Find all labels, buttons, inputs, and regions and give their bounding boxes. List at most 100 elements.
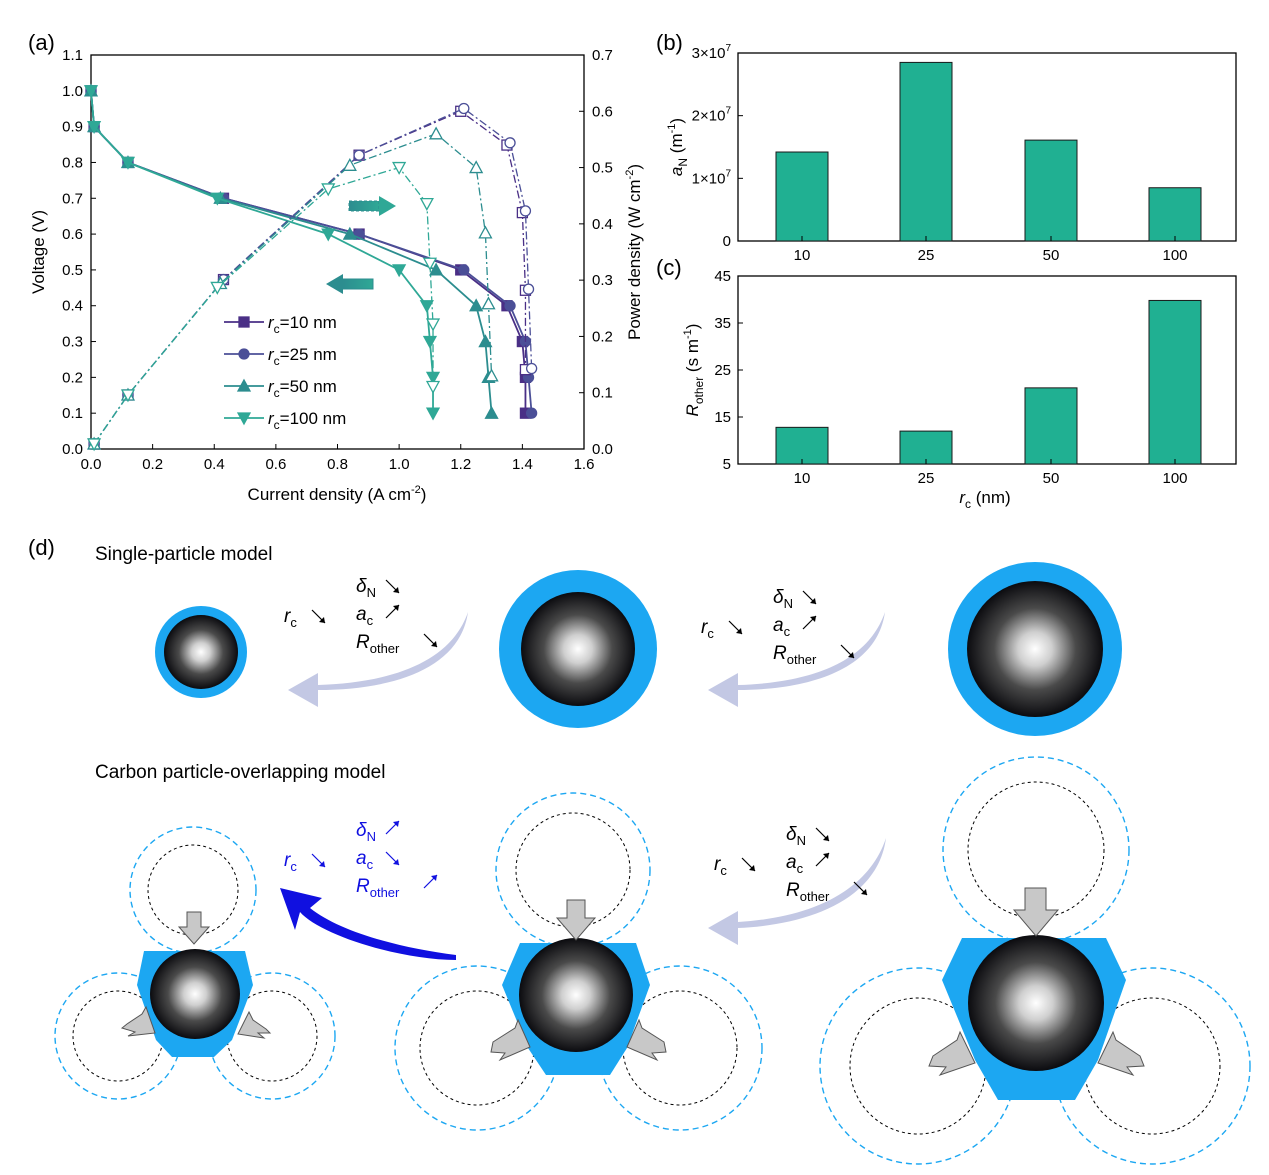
x-tick-label: 1.2 [450,456,471,473]
arrow-head [393,605,399,611]
data-point [342,226,357,240]
y2-tick-label: 0.2 [592,328,613,345]
arrow-head [749,865,755,871]
single-particle-title: Single-particle model [95,544,272,565]
legend-marker [238,316,250,328]
data-point [504,137,516,149]
legend-label: rc=50 nm [268,377,337,400]
legend-label: rc=10 nm [268,313,337,336]
x-tick-label: 0.4 [204,456,225,473]
y-tick-label: 0.4 [62,298,83,315]
x-tick-label: 25 [918,470,935,487]
overlap-cluster-large [819,756,1251,1165]
legend-marker [238,348,250,360]
data-point [425,407,441,421]
y-tick-label: 0.8 [62,154,83,171]
power-axis-arrow [348,196,396,216]
series-power-3 [86,161,441,452]
arrow-head [823,835,829,841]
series-line [90,90,527,414]
bar [1024,139,1078,242]
panel-b-bars [775,61,1202,242]
curved-arrow-overlap-light [708,838,886,945]
y-tick-label: 25 [714,362,731,379]
panel-d-label: (d) [28,535,55,560]
annotation-symbol: ac [356,848,374,872]
series-line [90,90,434,414]
arrow-head [823,853,829,859]
annotation-symbol: δN [356,820,376,844]
arrow-head [431,641,437,647]
bar [1024,387,1078,465]
x-tick-label: 1.4 [512,456,533,473]
y-tick-label: 0.2 [62,369,83,386]
data-point [321,183,336,197]
annotation-symbol: ac [773,615,791,639]
panel-b-ticks: 10 25 50 100 0 1×107 2×107 3×107 [692,43,1188,264]
panel-a-y2label: Power density (W cm-2) [624,164,644,340]
arrow-head [736,628,742,634]
data-point [504,300,516,312]
panel-a-ylabel: Voltage (V) [29,210,48,294]
series-line [93,133,493,445]
x-tick-label: 1.0 [389,456,410,473]
data-point [481,296,496,310]
panel-b-ylabel: aN (m-1) [666,118,690,176]
legend-label: rc=25 nm [268,345,337,368]
panel-a-frame [90,54,585,450]
panel-a-xlabel: Current density (A cm-2) [248,484,427,504]
y-tick-label: 0.6 [62,226,83,243]
y2-tick-label: 0.6 [592,103,613,120]
panel-c-xlabel: rc (nm) [959,488,1010,511]
data-point [478,225,493,239]
y-tick-label: 0.9 [62,119,83,136]
single-particle-large [948,562,1122,736]
data-point [342,157,357,171]
annotation-symbol: rc [284,850,297,874]
overlap-model-title: Carbon particle-overlapping model [95,762,385,783]
data-point [422,257,438,271]
y-tick-label: 0 [723,233,731,250]
y-tick-label: 35 [714,315,731,332]
y-tick-label: 1.1 [62,47,83,64]
y-tick-label: 2×107 [692,106,732,125]
data-point [525,362,538,375]
annotation-symbol: δN [356,576,376,600]
data-point [525,407,538,419]
data-point [478,334,493,348]
y2-tick-label: 0.5 [592,160,613,177]
panel-b-bar-chart: (b) 10 25 50 100 0 1×107 2×107 3×107 aN (m-1) [656,30,1237,264]
data-point [120,389,136,403]
panel-d-annotations: δN ac Rother rc δN ac Rother rc δN ac Rother rc δN ac… [284,576,868,904]
legend-label: rc=100 nm [268,409,346,432]
arrow-head [848,652,854,658]
x-tick-label: 10 [794,470,811,487]
panel-c-ylabel: Rother (s m-1) [682,324,706,417]
x-tick-label: 10 [794,247,811,264]
y2-tick-label: 0.4 [592,216,613,233]
x-tick-label: 0.0 [81,456,102,473]
data-point [86,120,102,134]
arrow-head [319,861,325,867]
panel-d-schematic: (d) Single-particle model Carbon particl… [28,535,1251,1165]
arrow-head [393,859,399,865]
data-point [469,160,484,174]
series-voltage-3 [83,85,441,421]
curved-arrow-overlap-blue [280,888,456,960]
y-tick-label: 1.0 [62,83,83,100]
panel-c-bars [775,299,1202,465]
data-point [458,102,470,115]
data-point [484,405,499,419]
arrow-head [393,587,399,593]
y-tick-label: 0.0 [62,441,83,458]
series-power-2 [86,126,499,450]
annotation-symbol: rc [284,606,297,630]
panel-a-ticks: 0.0 0.2 0.4 0.6 0.8 1.0 1.2 1.4 1.60.00.10.20.30… [62,47,613,473]
panel-c-ticks: 10 25 50 100 5 15 25 35 45 [714,268,1187,487]
curved-arrow-single-1 [288,612,468,707]
y-tick-label: 45 [714,268,731,285]
bar [899,61,953,242]
overlap-cluster-medium [394,792,763,1131]
x-tick-label: 50 [1043,470,1060,487]
annotation-symbol: δN [773,587,793,611]
